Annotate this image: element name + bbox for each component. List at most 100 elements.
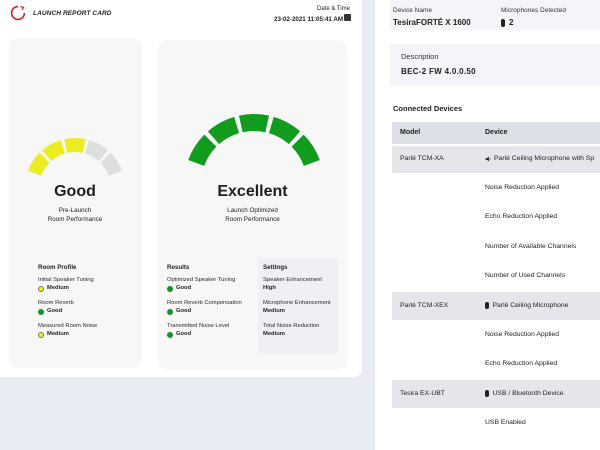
row-attribute: Number of Used Channels	[485, 272, 566, 279]
results-item: Room Reverb Compensation Good	[167, 299, 242, 316]
room-profile-item: Measured Room Noise Medium	[38, 322, 97, 339]
calendar-icon[interactable]	[344, 14, 351, 21]
biamp-logo-icon	[10, 5, 26, 21]
microphone-icon	[485, 302, 489, 309]
microphone-icon	[485, 390, 489, 397]
optimized-gauge	[188, 114, 320, 166]
status-dot-icon	[38, 308, 44, 315]
room-profile-item-value: Good	[38, 307, 97, 316]
status-text: Good	[176, 308, 192, 314]
row-attribute: Echo Reduction Applied	[485, 360, 558, 367]
speaker-icon	[485, 156, 491, 161]
column-header-device[interactable]: Device	[485, 129, 508, 136]
gauge-segment	[42, 140, 65, 161]
gauge-segment	[238, 114, 270, 133]
device-name-label: Device Name	[393, 7, 433, 14]
table-row[interactable]	[392, 146, 600, 173]
pre-launch-subtitle: Pre-Launch Room Performance	[20, 207, 130, 224]
status-dot-icon	[38, 285, 44, 292]
status-text: Good	[176, 331, 192, 337]
optimized-subtitle: Launch Optimized Room Performance	[175, 207, 330, 224]
mics-count: 2	[509, 18, 514, 27]
settings-item-label: Microphone Enhancement	[263, 300, 331, 306]
status-text: Medium	[47, 285, 69, 291]
datetime-value: 23-02-2021 11:05:41 AM	[274, 16, 343, 23]
settings-item-value: High	[263, 285, 276, 291]
optimized-rating: Excellent	[217, 183, 288, 200]
status-text: Medium	[47, 331, 69, 337]
pre-launch-gauge	[28, 138, 122, 176]
settings-title: Settings	[263, 264, 288, 271]
results-item-value: Good	[167, 284, 242, 293]
status-dot-icon	[38, 331, 44, 338]
row-model: Tesira EX-UBT	[400, 390, 445, 397]
room-profile-item: Initial Speaker Tuning Medium	[38, 276, 97, 293]
room-profile-item: Room Reverb Good	[38, 299, 97, 316]
datetime-label: Date & Time	[316, 6, 350, 12]
pre-launch-card	[9, 38, 142, 368]
description-value: BEC-2 FW 4.0.0.50	[401, 67, 476, 76]
gauge-segment	[100, 152, 122, 176]
mics-detected-value: 2	[501, 18, 513, 27]
table-row[interactable]	[392, 292, 600, 320]
settings-box	[258, 258, 338, 354]
settings-item-label: Total Noise Reduction	[263, 323, 320, 329]
settings-item: Total Noise Reduction Medium	[263, 322, 331, 339]
row-device-label: Parlé Ceiling Microphone with Sp	[494, 155, 595, 162]
pre-launch-subtitle-line2: Room Performance	[47, 215, 103, 223]
status-dot-icon	[167, 285, 173, 292]
results-title: Results	[167, 264, 190, 271]
results-item-label: Transmitted Noise Level	[167, 323, 230, 329]
row-device: USB / Bluetooth Device	[485, 390, 564, 397]
description-label: Description	[401, 52, 439, 61]
settings-item-value: Medium	[263, 331, 285, 337]
results-item-value: Good	[167, 330, 242, 339]
results-item: Transmitted Noise Level Good	[167, 322, 242, 339]
room-profile-item-value: Medium	[38, 330, 97, 339]
table-header	[392, 122, 600, 144]
gauge-segment	[28, 152, 50, 176]
row-device-label: USB / Bluetooth Device	[492, 390, 564, 397]
results-item: Optimized Speaker Tuning Good	[167, 276, 242, 293]
pre-launch-rating: Good	[54, 183, 96, 200]
gauge-segment	[268, 116, 301, 145]
gauge-segment	[85, 140, 108, 161]
row-device: Parlé Ceiling Microphone with Sp	[485, 155, 594, 162]
device-name-value: TesiraFORTÉ X 1600	[393, 18, 471, 27]
column-header-model[interactable]: Model	[400, 129, 421, 136]
results-item-label: Room Reverb Compensation	[167, 300, 242, 306]
settings-item-label: Speaker Enhancement	[263, 277, 322, 283]
room-profile-item-label: Initial Speaker Tuning	[38, 277, 94, 283]
row-device-label: Parlé Ceiling Microphone	[492, 302, 569, 309]
settings-item: Microphone Enhancement Medium	[263, 299, 331, 316]
status-text: Good	[176, 285, 192, 291]
room-profile-title: Room Profile	[38, 264, 77, 271]
pre-launch-subtitle-line1: Pre-Launch	[58, 207, 92, 214]
description-block	[390, 44, 600, 86]
device-info-block	[390, 0, 600, 30]
room-profile-item-label: Measured Room Noise	[38, 323, 98, 329]
row-model: Parlé TCM-XA	[400, 155, 444, 162]
report-title: LAUNCH REPORT CARD	[33, 10, 112, 17]
optimized-subtitle-line2: Room Performance	[225, 215, 280, 223]
settings-item: Speaker Enhancement High	[263, 276, 331, 293]
room-profile-list: Initial Speaker Tuning Medium Room Rever…	[38, 276, 97, 345]
mics-detected-label: Microphones Detected	[501, 7, 567, 14]
microphone-icon	[501, 18, 505, 27]
room-profile-item-label: Room Reverb	[38, 300, 74, 306]
device-detail-panel: Device Name TesiraFORTÉ X 1600 Microphon…	[375, 0, 600, 450]
status-dot-icon	[167, 331, 173, 338]
results-item-label: Optimized Speaker Tuning	[167, 277, 236, 283]
room-profile-item-value: Medium	[38, 284, 97, 293]
launch-report-panel: LAUNCH REPORT CARD Date & Time 23-02-202…	[0, 0, 362, 377]
gauge-segment	[64, 138, 86, 153]
status-text: Good	[47, 308, 63, 314]
table-row[interactable]	[392, 380, 600, 408]
gauge-segment	[188, 134, 217, 166]
row-attribute: USB Enabled	[485, 419, 526, 426]
results-list: Optimized Speaker Tuning Good Room Rever…	[167, 276, 242, 345]
results-item-value: Good	[167, 307, 242, 316]
row-attribute: Number of Available Channels	[485, 243, 577, 250]
optimized-subtitle-line1: Launch Optimized	[227, 207, 278, 214]
row-attribute: Noise Reduction Applied	[485, 331, 560, 338]
